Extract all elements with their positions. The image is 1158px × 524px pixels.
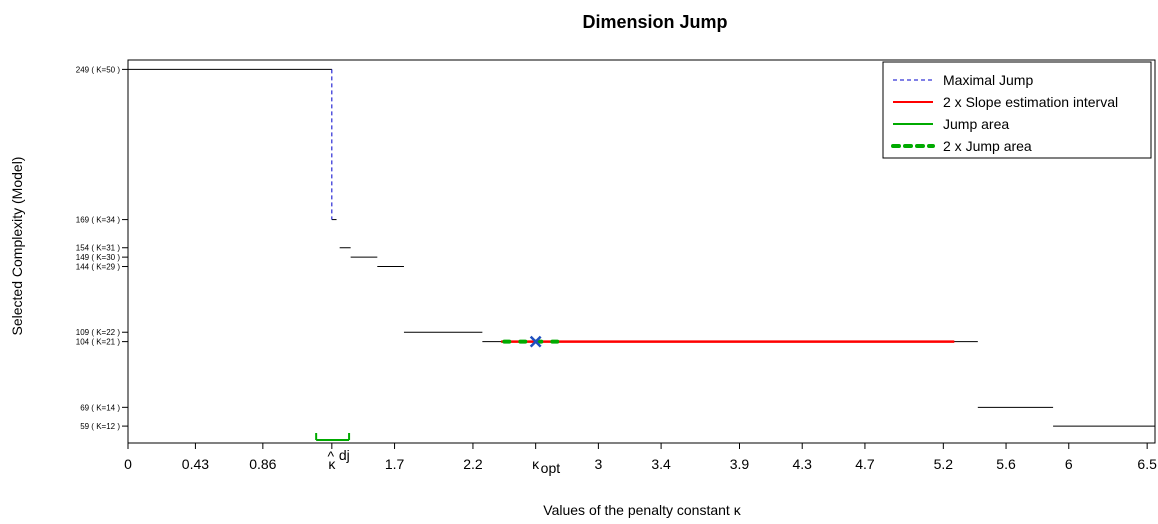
x-tick-label: 4.7 [855, 456, 875, 472]
y-tick-label: 249 ( K=50 ) [76, 65, 121, 74]
x-tick-label: 0 [124, 456, 132, 472]
x-tick-label: κ [328, 456, 336, 472]
y-tick-label: 149 ( K=30 ) [76, 253, 121, 262]
legend-box [882, 61, 1152, 159]
y-tick-label: 144 ( K=29 ) [76, 263, 121, 272]
x-tick-label: 5.6 [996, 456, 1016, 472]
x-tick-label: κ [532, 456, 540, 472]
y-tick-label: 104 ( K=21 ) [76, 338, 121, 347]
x-tick-label: 3.4 [651, 456, 671, 472]
x-tick-label: 2.2 [463, 456, 483, 472]
kappa-opt-marker [529, 335, 542, 348]
x-axis: 0 0.43 0.86 κ^ dj1.7 2.2 κ opt 3 3.4 3.9 4.3 4.7 5.2 5… [124, 443, 1157, 476]
y-axis: 249 ( K=50 ) 169 ( K=34 ) 154 ( K=31 )149 … [76, 65, 128, 431]
x-tick-label: 5.2 [934, 456, 954, 472]
x-tick-superscript: dj [339, 447, 350, 463]
x-tick-hat: ^ [328, 448, 335, 464]
chart-title: Dimension Jump [582, 12, 727, 32]
x-tick-subscript: opt [541, 460, 561, 476]
x-tick-label: 4.3 [792, 456, 812, 472]
x-tick-label: 6 [1065, 456, 1073, 472]
x-axis-label: Values of the penalty constant κ [543, 502, 741, 518]
x-tick-label: 6.5 [1137, 456, 1157, 472]
y-tick-label: 109 ( K=22 ) [76, 328, 121, 337]
y-tick-label: 69 ( K=14 ) [80, 403, 120, 412]
legend-label: 2 x Jump area [943, 138, 1032, 154]
x-tick-label: 3 [594, 456, 602, 472]
y-tick-label: 169 ( K=34 ) [76, 216, 121, 225]
y-tick-label: 59 ( K=12 ) [80, 422, 120, 431]
y-tick-label: 154 ( K=31 ) [76, 244, 121, 253]
x-tick-label: 3.9 [730, 456, 750, 472]
chart-overlays [315, 69, 955, 441]
plot-box [127, 59, 1156, 444]
legend-label: Maximal Jump [943, 72, 1033, 88]
x-tick-label: 1.7 [385, 456, 405, 472]
x-tick-label: 0.86 [249, 456, 276, 472]
x-tick-label: 0.43 [182, 456, 209, 472]
legend: Maximal Jump 2 x Slope estimation interva… [882, 61, 1152, 159]
legend-label: 2 x Slope estimation interval [943, 94, 1118, 110]
legend-label: Jump area [943, 116, 1009, 132]
y-axis-label: Selected Complexity (Model) [9, 157, 25, 336]
